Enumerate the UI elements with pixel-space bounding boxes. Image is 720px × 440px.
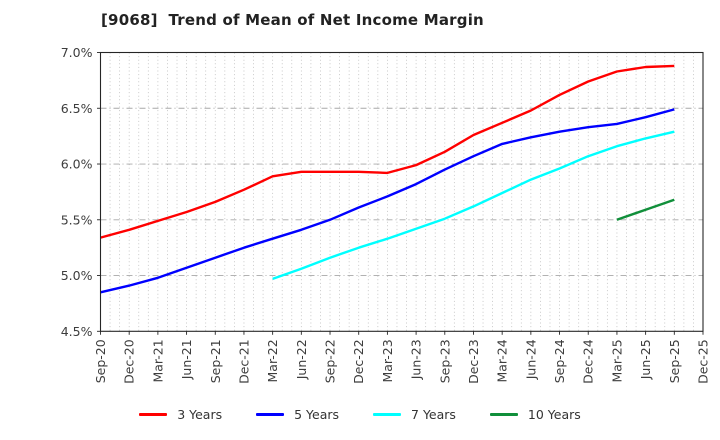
x-tick-label: Dec-22 [351,339,366,384]
x-tick-label: Sep-25 [667,339,682,383]
legend: 3 Years 5 Years 7 Years 10 Years [0,401,720,427]
x-tick-label: Sep-23 [437,339,452,383]
legend-label: 3 Years [177,406,223,422]
chart-title: [9068] Trend of Mean of Net Income Margi… [101,11,484,29]
x-tick-label: Jun-21 [179,339,194,380]
x-tick-label: Mar-24 [495,339,510,382]
legend-line-swatch [139,412,168,416]
y-tick-label: 4.5% [61,324,93,339]
x-tick-label: Jun-24 [523,339,538,380]
legend-item-5-years: 5 Years [256,407,339,422]
legend-line-swatch [256,412,285,416]
x-tick-label: Sep-22 [323,339,338,383]
y-tick-label: 6.5% [61,101,93,116]
x-tick-label: Jun-22 [294,339,309,380]
legend-item-7-years: 7 Years [373,407,456,422]
x-tick-label: Mar-23 [380,339,395,382]
y-tick-label: 5.0% [61,268,93,283]
chart-line-5-years [100,108,675,294]
x-tick-label: Dec-21 [236,339,251,384]
x-tick-label: Dec-23 [466,339,481,384]
legend-label: 7 Years [411,406,456,422]
x-tick-label: Mar-21 [150,339,165,382]
y-tick-label: 7.0% [61,45,93,60]
x-tick-label: Jun-23 [409,339,424,380]
legend-line-swatch [489,412,518,416]
legend-item-3-years: 3 Years [139,407,222,422]
legend-line-swatch [373,412,402,416]
x-tick-label: Sep-24 [552,339,567,383]
x-tick-label: Dec-24 [581,339,596,384]
chart-line-3-years [100,64,675,239]
legend-label: 10 Years [527,406,581,422]
chart-line-10-years [616,198,675,221]
x-tick-label: Dec-25 [696,339,711,384]
y-tick-label: 5.5% [61,212,93,227]
x-tick-label: Dec-20 [122,339,137,384]
x-tick-label: Sep-21 [208,339,223,383]
x-tick-label: Jun-25 [638,339,653,380]
legend-label: 5 Years [294,406,340,422]
x-tick-label: Sep-20 [93,339,108,383]
y-tick-label: 6.0% [61,157,93,172]
chart-line-7-years [272,130,675,281]
x-tick-label: Mar-25 [609,339,624,382]
x-tick-label: Mar-22 [265,339,280,382]
legend-item-10-years: 10 Years [489,406,581,422]
plot-border [99,51,704,332]
